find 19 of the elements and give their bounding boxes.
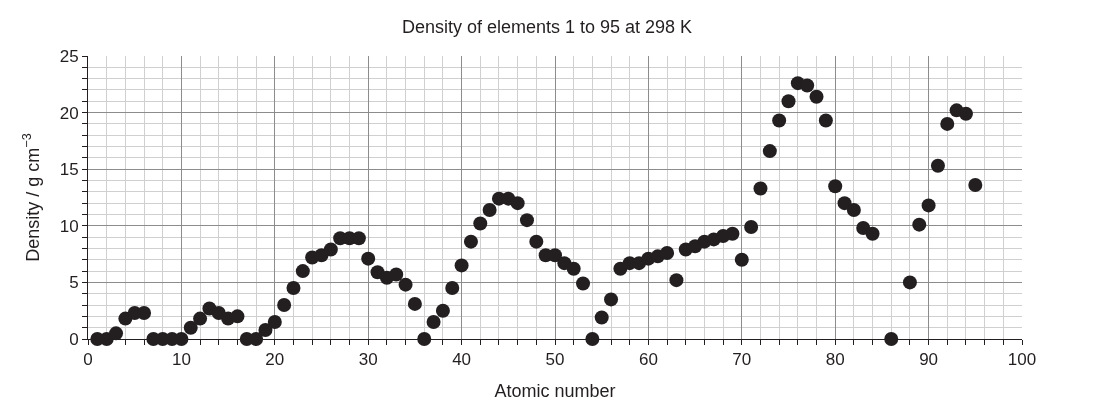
x-axis-title: Atomic number [494, 380, 616, 401]
x-tick-label: 20 [265, 350, 285, 370]
y-tick-label: 25 [59, 46, 79, 66]
chart-title: Density of elements 1 to 95 at 298 K [401, 17, 693, 38]
x-tick-label: 100 [1007, 350, 1037, 370]
x-tick-label: 30 [358, 350, 378, 370]
x-tick-label: 80 [825, 350, 845, 370]
x-tick-label: 60 [638, 350, 658, 370]
y-tick-label: 0 [69, 329, 79, 349]
x-tick-label: 40 [452, 350, 472, 370]
y-tick-label: 15 [59, 160, 79, 180]
x-tick-label: 50 [545, 350, 565, 370]
y-tick-label: 20 [59, 103, 79, 123]
x-tick-label: 70 [732, 350, 752, 370]
y-tick-label: 10 [59, 216, 79, 236]
x-tick-label: 10 [171, 350, 191, 370]
y-tick-label: 5 [69, 273, 79, 293]
x-tick-label: 90 [919, 350, 939, 370]
x-tick-label: 0 [83, 350, 93, 370]
